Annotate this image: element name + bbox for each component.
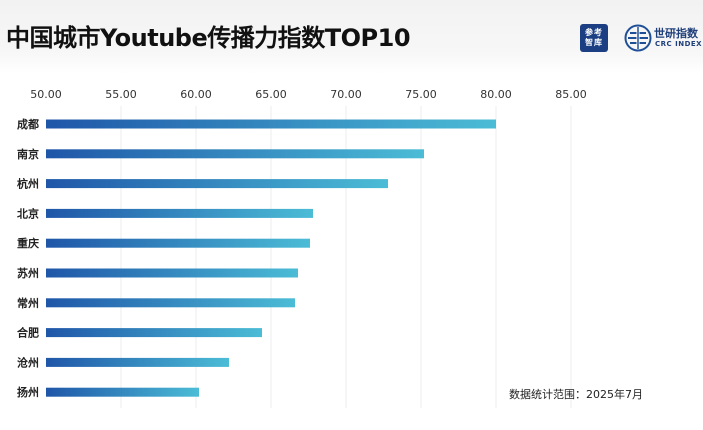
x-tick-label: 85.00 bbox=[555, 88, 587, 101]
x-tick-label: 80.00 bbox=[480, 88, 512, 101]
category-label: 重庆 bbox=[17, 236, 39, 250]
category-label: 苏州 bbox=[17, 266, 39, 280]
x-tick-label: 65.00 bbox=[255, 88, 287, 101]
logo-line-1: 参考 bbox=[585, 28, 603, 37]
crc-logo-en: CRC INDEX bbox=[655, 40, 703, 48]
bar bbox=[46, 179, 388, 189]
x-tick-label: 60.00 bbox=[180, 88, 212, 101]
bar bbox=[46, 268, 298, 278]
x-tick-label: 50.00 bbox=[30, 88, 62, 101]
category-label: 常州 bbox=[17, 296, 39, 310]
category-label: 合肥 bbox=[17, 326, 39, 340]
bar bbox=[46, 357, 229, 367]
category-label: 沧州 bbox=[17, 355, 39, 369]
chart-title: 中国城市Youtube传播力指数TOP10 bbox=[6, 24, 411, 52]
category-label: 扬州 bbox=[17, 385, 39, 399]
bar bbox=[46, 298, 295, 308]
cankao-think-tank-logo: 参考 智库 bbox=[580, 24, 608, 52]
category-label: 南京 bbox=[17, 147, 39, 161]
bar bbox=[46, 149, 424, 159]
bar bbox=[46, 328, 262, 338]
crc-logo-cn: 世研指数 bbox=[654, 27, 698, 40]
x-tick-label: 75.00 bbox=[405, 88, 437, 101]
category-label: 杭州 bbox=[17, 177, 39, 191]
bar bbox=[46, 119, 496, 129]
x-tick-label: 55.00 bbox=[105, 88, 137, 101]
category-label: 北京 bbox=[17, 206, 39, 220]
logo-line-2: 智库 bbox=[585, 38, 603, 47]
bar bbox=[46, 208, 313, 218]
bar bbox=[46, 387, 199, 397]
x-tick-label: 70.00 bbox=[330, 88, 362, 101]
crc-globe-icon bbox=[624, 24, 652, 52]
data-range-footnote: 数据统计范围：2025年7月 bbox=[509, 388, 643, 401]
category-label: 成都 bbox=[17, 117, 39, 131]
bar bbox=[46, 238, 310, 248]
